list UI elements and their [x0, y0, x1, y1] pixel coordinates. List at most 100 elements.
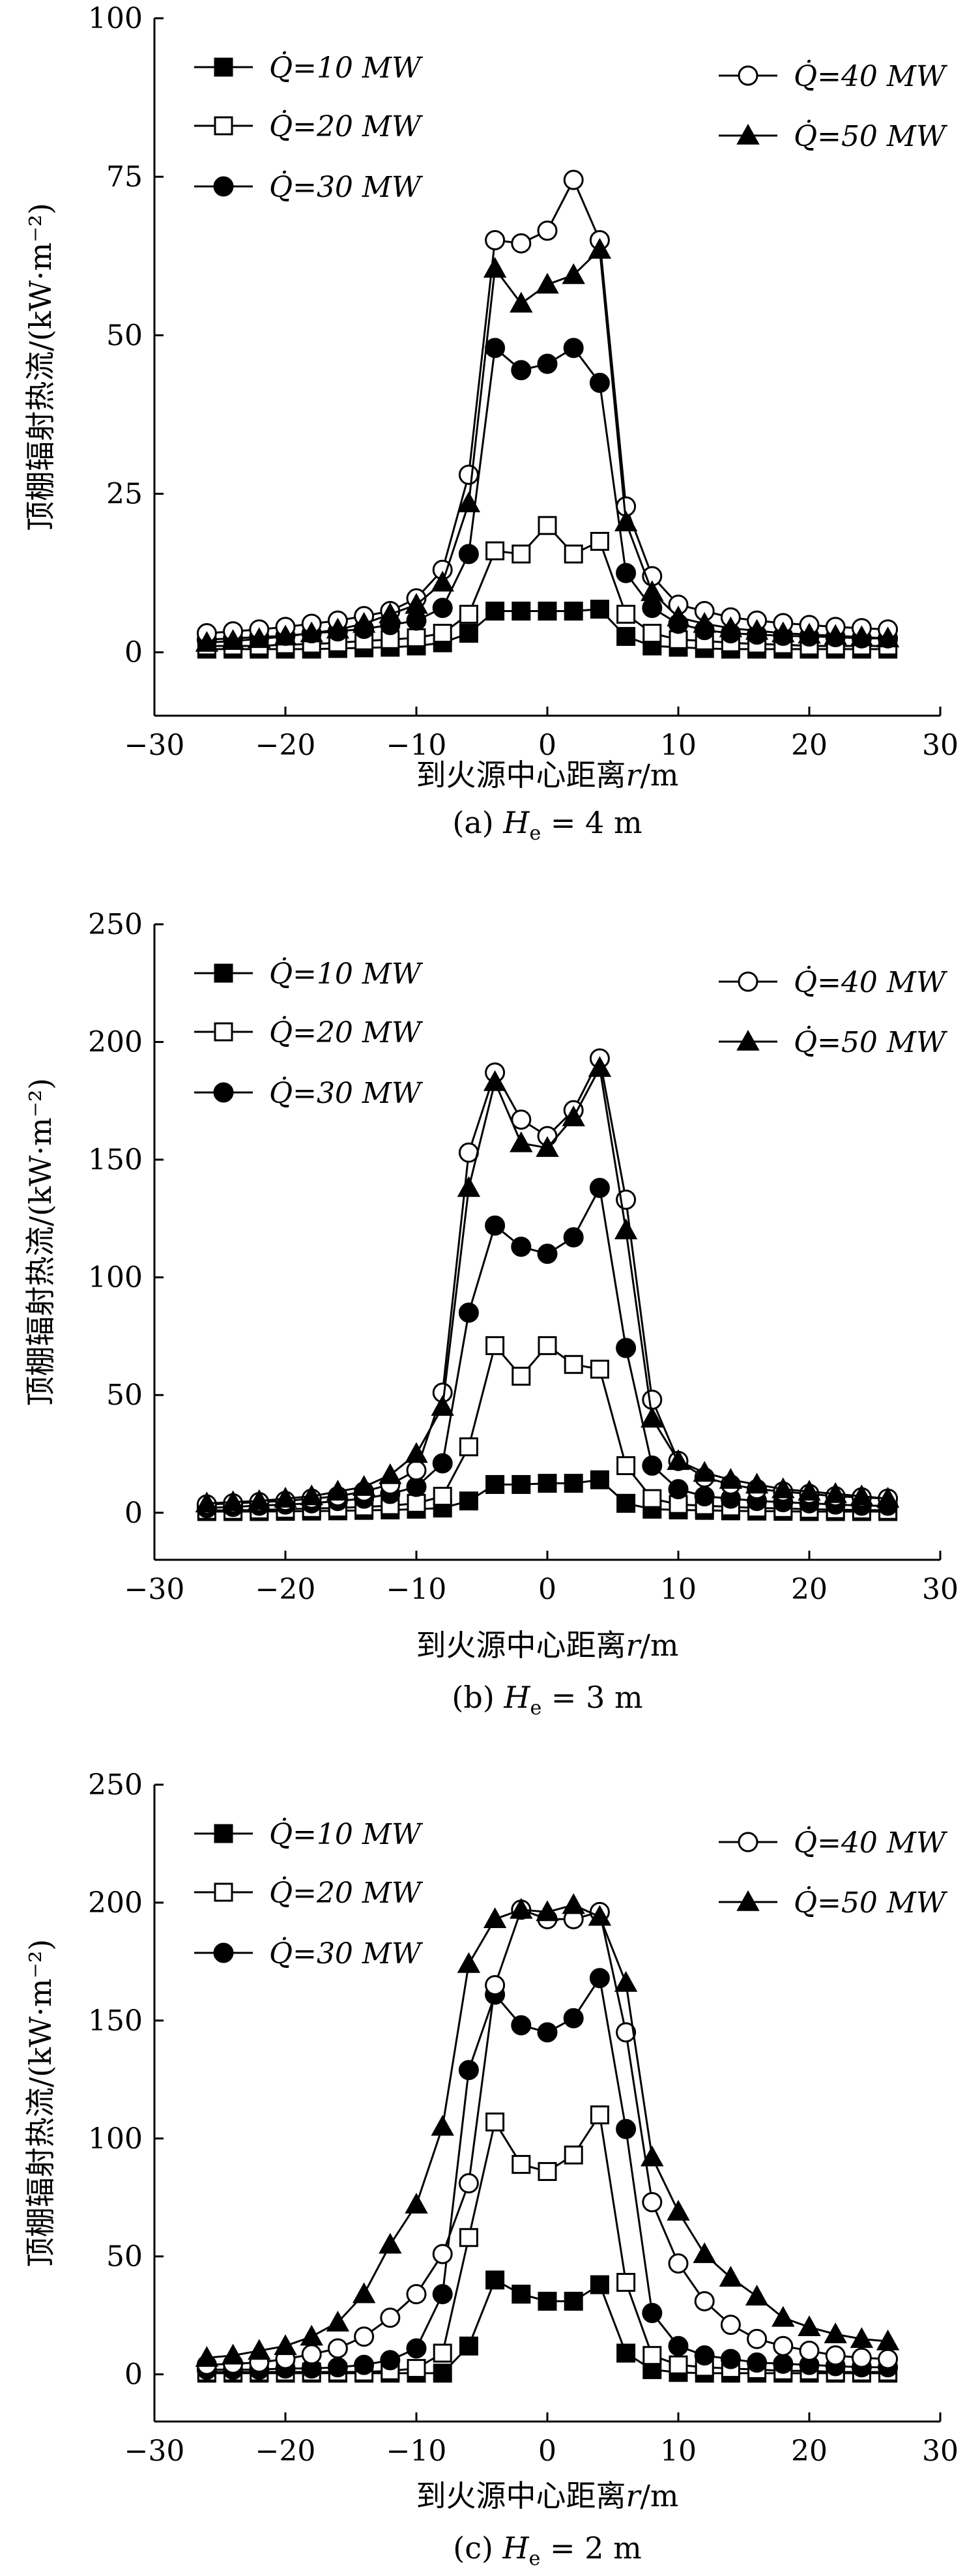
data-point: [300, 2324, 323, 2346]
y-tick-label: 200: [88, 1886, 143, 1920]
data-point: [564, 2291, 583, 2311]
data-point: [747, 2328, 768, 2349]
data-point: [459, 2228, 478, 2247]
data-point: [642, 624, 662, 643]
data-point: [379, 602, 402, 624]
data-point: [457, 491, 481, 512]
data-point: [773, 2335, 794, 2356]
data-point: [667, 2199, 690, 2221]
legend-entry: Q̇=40 MW: [719, 965, 948, 999]
data-point: [405, 1442, 428, 1463]
y-axis-label: 顶棚辐射热流/(kW·m⁻²): [23, 1939, 58, 2268]
y-tick-label: 250: [88, 1768, 143, 1802]
data-point: [511, 233, 532, 254]
data-point: [459, 624, 478, 643]
data-point: [641, 2145, 664, 2167]
legend-label: Q̇=40 MW: [794, 965, 948, 999]
legend-label: Q̇=30 MW: [269, 1076, 424, 1110]
legend-label: Q̇=30 MW: [269, 1936, 424, 1970]
x-tick-label: −10: [386, 729, 447, 762]
legend-label: Q̇=10 MW: [269, 50, 424, 85]
data-point: [589, 1968, 610, 1989]
y-tick-label: 0: [124, 1497, 143, 1530]
data-point: [564, 1354, 583, 1374]
legend-label: Q̇=20 MW: [269, 1015, 424, 1049]
data-point: [642, 598, 663, 619]
panel-caption: (c) He = 2 m: [453, 2530, 641, 2570]
data-point: [693, 611, 716, 633]
y-tick-label: 100: [88, 2, 143, 35]
data-point: [512, 544, 531, 564]
x-tick-label: 20: [791, 1573, 828, 1606]
legend-entry: Q̇=30 MW: [194, 169, 424, 204]
data-point: [590, 1470, 609, 1489]
data-point: [564, 2145, 583, 2165]
y-tick-label: 50: [106, 319, 143, 352]
data-point: [406, 1460, 427, 1481]
legend-label: Q̇=20 MW: [269, 109, 424, 143]
data-point: [511, 360, 532, 381]
data-point: [327, 2357, 348, 2378]
data-point: [511, 1237, 532, 1257]
data-point: [483, 1907, 507, 1929]
data-point: [248, 2339, 271, 2360]
data-point: [407, 628, 426, 647]
data-point: [485, 1215, 506, 1236]
data-point: [851, 2347, 872, 2368]
data-point: [747, 2352, 768, 2373]
legend-entry: Q̇=10 MW: [194, 50, 424, 85]
data-point: [537, 1244, 558, 1265]
y-tick-label: 150: [88, 2004, 143, 2038]
data-point: [614, 510, 638, 532]
data-point: [483, 257, 507, 278]
legend-marker: [738, 971, 758, 992]
data-point: [771, 1477, 795, 1499]
legend-label: Q̇=20 MW: [269, 1875, 424, 1910]
data-point: [589, 1177, 610, 1198]
data-point: [221, 2343, 245, 2365]
data-point: [433, 2343, 452, 2363]
legend-entry: Q̇=30 MW: [194, 1936, 424, 1970]
legend-marker: [213, 1942, 234, 1963]
data-point: [824, 624, 847, 645]
data-point: [589, 372, 610, 393]
x-tick-label: −20: [255, 2435, 316, 2468]
data-point: [641, 1407, 664, 1428]
data-point: [406, 2284, 427, 2305]
data-point: [406, 610, 427, 631]
data-point: [642, 2303, 663, 2324]
y-tick-label: 50: [106, 2240, 143, 2274]
data-point: [563, 2008, 584, 2028]
data-point: [536, 272, 559, 294]
y-tick-label: 100: [88, 2122, 143, 2156]
data-point: [590, 532, 609, 551]
legend-entry: Q̇=50 MW: [719, 1885, 948, 1920]
data-point: [512, 1366, 531, 1386]
data-point: [458, 544, 479, 564]
data-point: [668, 1479, 689, 1500]
data-point: [850, 2327, 874, 2349]
data-point: [824, 1482, 847, 1503]
legend-entry: Q̇=50 MW: [719, 1025, 948, 1059]
legend-label: Q̇=50 MW: [794, 1885, 948, 1920]
data-point: [588, 1056, 612, 1077]
series-line: [207, 247, 888, 644]
legend-marker: [738, 65, 758, 86]
data-point: [562, 263, 585, 284]
data-point: [850, 1484, 874, 1506]
data-point: [538, 1336, 557, 1355]
data-point: [512, 602, 531, 621]
legend-marker: [738, 1832, 758, 1852]
data-point: [459, 2336, 478, 2356]
data-point: [431, 570, 454, 592]
legend-marker: [213, 1082, 234, 1103]
data-point: [221, 1490, 245, 1512]
series: [195, 1056, 900, 1513]
data-point: [564, 1474, 583, 1493]
data-point: [195, 2346, 219, 2367]
data-point: [485, 602, 505, 621]
data-point: [379, 2232, 402, 2254]
data-point: [248, 627, 271, 649]
data-point: [564, 544, 583, 564]
x-tick-label: 10: [660, 729, 697, 762]
